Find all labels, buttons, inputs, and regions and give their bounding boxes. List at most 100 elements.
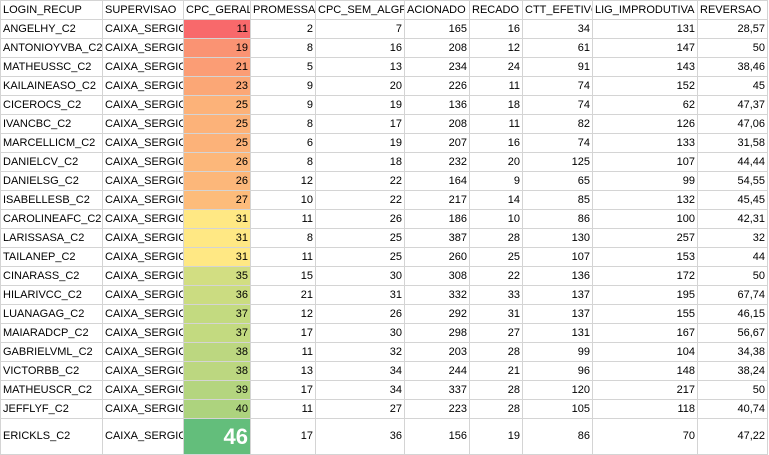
cell-recado[interactable]: 20 [469, 152, 523, 172]
cell-recado[interactable]: 11 [469, 76, 523, 96]
cell-supervisao[interactable]: CAIXA_SERGIO [102, 342, 184, 362]
cell-acionado[interactable]: 234 [404, 57, 470, 77]
cell-supervisao[interactable]: CAIXA_SERGIO [102, 304, 184, 324]
cell-cpc-sem-algp[interactable]: 27 [315, 399, 405, 419]
cell-cpc-geral[interactable]: 38 [183, 361, 251, 381]
cell-cpc-geral[interactable]: 25 [183, 95, 251, 115]
cell-recado[interactable]: 28 [469, 380, 523, 400]
cell-reversao[interactable]: 34,38 [697, 342, 768, 362]
cell-promessa[interactable]: 8 [250, 114, 316, 134]
cell-reversao[interactable]: 32 [697, 228, 768, 248]
cell-acionado[interactable]: 186 [404, 209, 470, 229]
header-cell-reversao[interactable]: REVERSAO [697, 0, 768, 20]
header-cell-lig-improdutiva[interactable]: LIG_IMPRODUTIVA [592, 0, 698, 20]
cell-lig-improdutiva[interactable]: 148 [592, 361, 698, 381]
cell-supervisao[interactable]: CAIXA_SERGIO [102, 133, 184, 153]
cell-reversao[interactable]: 47,06 [697, 114, 768, 134]
cell-acionado[interactable]: 337 [404, 380, 470, 400]
cell-cpc-geral[interactable]: 31 [183, 228, 251, 248]
cell-cpc-sem-algp[interactable]: 22 [315, 171, 405, 191]
cell-recado[interactable]: 9 [469, 171, 523, 191]
cell-recado[interactable]: 16 [469, 133, 523, 153]
cell-ctt-efetivo[interactable]: 61 [522, 38, 593, 58]
cell-login[interactable]: MATHEUSCR_C2 [0, 380, 103, 400]
cell-ctt-efetivo[interactable]: 82 [522, 114, 593, 134]
header-cell-promessa[interactable]: PROMESSA [250, 0, 316, 20]
cell-login[interactable]: VICTORBB_C2 [0, 361, 103, 381]
cell-reversao[interactable]: 54,55 [697, 171, 768, 191]
header-cell-ctt-efetivo[interactable]: CTT_EFETIVO [522, 0, 593, 20]
cell-reversao[interactable]: 67,74 [697, 285, 768, 305]
cell-recado[interactable]: 25 [469, 247, 523, 267]
cell-login[interactable]: TAILANEP_C2 [0, 247, 103, 267]
cell-promessa[interactable]: 8 [250, 152, 316, 172]
cell-promessa[interactable]: 17 [250, 418, 316, 455]
cell-recado[interactable]: 11 [469, 114, 523, 134]
cell-supervisao[interactable]: CAIXA_SERGIO [102, 190, 184, 210]
cell-ctt-efetivo[interactable]: 105 [522, 399, 593, 419]
cell-cpc-geral[interactable]: 46 [183, 418, 251, 455]
cell-acionado[interactable]: 165 [404, 19, 470, 39]
cell-login[interactable]: LARISSASA_C2 [0, 228, 103, 248]
cell-login[interactable]: KAILAINEASO_C2 [0, 76, 103, 96]
cell-ctt-efetivo[interactable]: 74 [522, 133, 593, 153]
cell-ctt-efetivo[interactable]: 137 [522, 285, 593, 305]
cell-ctt-efetivo[interactable]: 136 [522, 266, 593, 286]
cell-lig-improdutiva[interactable]: 133 [592, 133, 698, 153]
cell-cpc-geral[interactable]: 31 [183, 209, 251, 229]
cell-acionado[interactable]: 292 [404, 304, 470, 324]
cell-cpc-geral[interactable]: 40 [183, 399, 251, 419]
cell-acionado[interactable]: 156 [404, 418, 470, 455]
cell-supervisao[interactable]: CAIXA_SERGIO [102, 171, 184, 191]
cell-login[interactable]: CICEROCS_C2 [0, 95, 103, 115]
cell-reversao[interactable]: 31,58 [697, 133, 768, 153]
cell-cpc-geral[interactable]: 39 [183, 380, 251, 400]
cell-ctt-efetivo[interactable]: 86 [522, 418, 593, 455]
header-cell-cpc-geral[interactable]: CPC_GERAL [183, 0, 251, 20]
cell-reversao[interactable]: 47,22 [697, 418, 768, 455]
cell-recado[interactable]: 27 [469, 323, 523, 343]
cell-cpc-sem-algp[interactable]: 31 [315, 285, 405, 305]
cell-cpc-geral[interactable]: 27 [183, 190, 251, 210]
cell-login[interactable]: DANIELCV_C2 [0, 152, 103, 172]
cell-promessa[interactable]: 8 [250, 38, 316, 58]
cell-acionado[interactable]: 232 [404, 152, 470, 172]
cell-cpc-geral[interactable]: 31 [183, 247, 251, 267]
cell-cpc-sem-algp[interactable]: 13 [315, 57, 405, 77]
cell-reversao[interactable]: 45 [697, 76, 768, 96]
cell-login[interactable]: HILARIVCC_C2 [0, 285, 103, 305]
cell-supervisao[interactable]: CAIXA_SERGIO [102, 19, 184, 39]
cell-cpc-geral[interactable]: 26 [183, 171, 251, 191]
cell-lig-improdutiva[interactable]: 100 [592, 209, 698, 229]
cell-reversao[interactable]: 42,31 [697, 209, 768, 229]
cell-recado[interactable]: 12 [469, 38, 523, 58]
cell-promessa[interactable]: 5 [250, 57, 316, 77]
cell-cpc-geral[interactable]: 36 [183, 285, 251, 305]
cell-supervisao[interactable]: CAIXA_SERGIO [102, 76, 184, 96]
cell-login[interactable]: ANTONIOYVBA_C2 [0, 38, 103, 58]
cell-reversao[interactable]: 28,57 [697, 19, 768, 39]
cell-acionado[interactable]: 387 [404, 228, 470, 248]
cell-recado[interactable]: 21 [469, 361, 523, 381]
cell-recado[interactable]: 16 [469, 19, 523, 39]
cell-cpc-sem-algp[interactable]: 7 [315, 19, 405, 39]
cell-supervisao[interactable]: CAIXA_SERGIO [102, 114, 184, 134]
cell-ctt-efetivo[interactable]: 137 [522, 304, 593, 324]
cell-login[interactable]: ISABELLESB_C2 [0, 190, 103, 210]
cell-acionado[interactable]: 207 [404, 133, 470, 153]
cell-reversao[interactable]: 40,74 [697, 399, 768, 419]
cell-cpc-sem-algp[interactable]: 34 [315, 361, 405, 381]
cell-recado[interactable]: 28 [469, 228, 523, 248]
cell-supervisao[interactable]: CAIXA_SERGIO [102, 266, 184, 286]
cell-promessa[interactable]: 17 [250, 380, 316, 400]
cell-reversao[interactable]: 47,37 [697, 95, 768, 115]
cell-lig-improdutiva[interactable]: 195 [592, 285, 698, 305]
cell-supervisao[interactable]: CAIXA_SERGIO [102, 418, 184, 455]
cell-cpc-sem-algp[interactable]: 25 [315, 247, 405, 267]
cell-ctt-efetivo[interactable]: 130 [522, 228, 593, 248]
cell-login[interactable]: CINARASS_C2 [0, 266, 103, 286]
cell-lig-improdutiva[interactable]: 143 [592, 57, 698, 77]
cell-acionado[interactable]: 217 [404, 190, 470, 210]
cell-promessa[interactable]: 8 [250, 228, 316, 248]
cell-promessa[interactable]: 11 [250, 399, 316, 419]
